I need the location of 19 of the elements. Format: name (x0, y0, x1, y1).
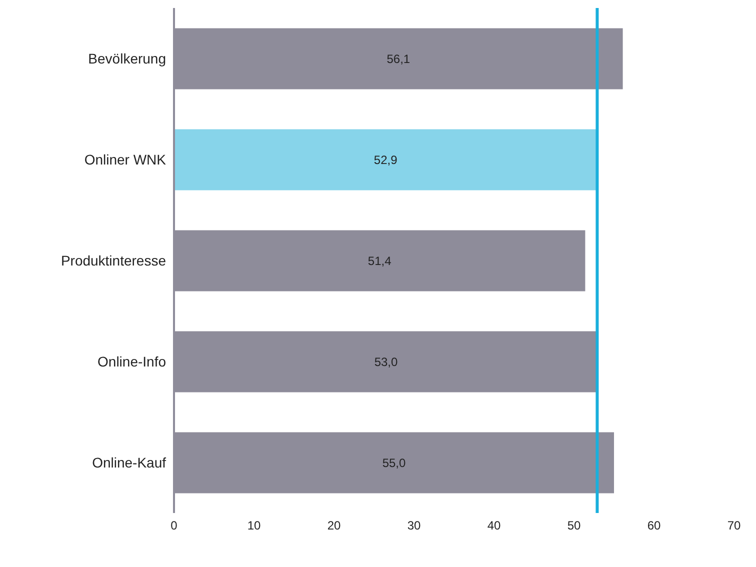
data-label: 56,1 (386, 52, 410, 66)
y-tick-label: Online-Kauf (92, 454, 166, 470)
x-tick-label: 50 (567, 518, 581, 533)
data-label: 52,9 (374, 152, 398, 167)
y-tick-label: Bevölkerung (88, 50, 166, 66)
x-tick-label: 40 (487, 518, 501, 533)
x-tick-label: 70 (727, 518, 741, 533)
y-tick-label: Onliner WNK (84, 151, 167, 168)
x-tick-label: 20 (327, 518, 341, 533)
data-label: 53,0 (374, 354, 398, 369)
x-tick-label: 60 (647, 518, 661, 533)
x-tick-label: 10 (247, 518, 261, 533)
x-tick-label: 30 (407, 518, 421, 533)
data-label: 55,0 (382, 456, 406, 470)
y-tick-label: Produktinteresse (60, 252, 166, 268)
data-label: 51,4 (368, 254, 392, 268)
bar (174, 129, 598, 190)
y-tick-label: Online-Info (98, 353, 166, 370)
x-tick-label: 0 (170, 518, 178, 533)
